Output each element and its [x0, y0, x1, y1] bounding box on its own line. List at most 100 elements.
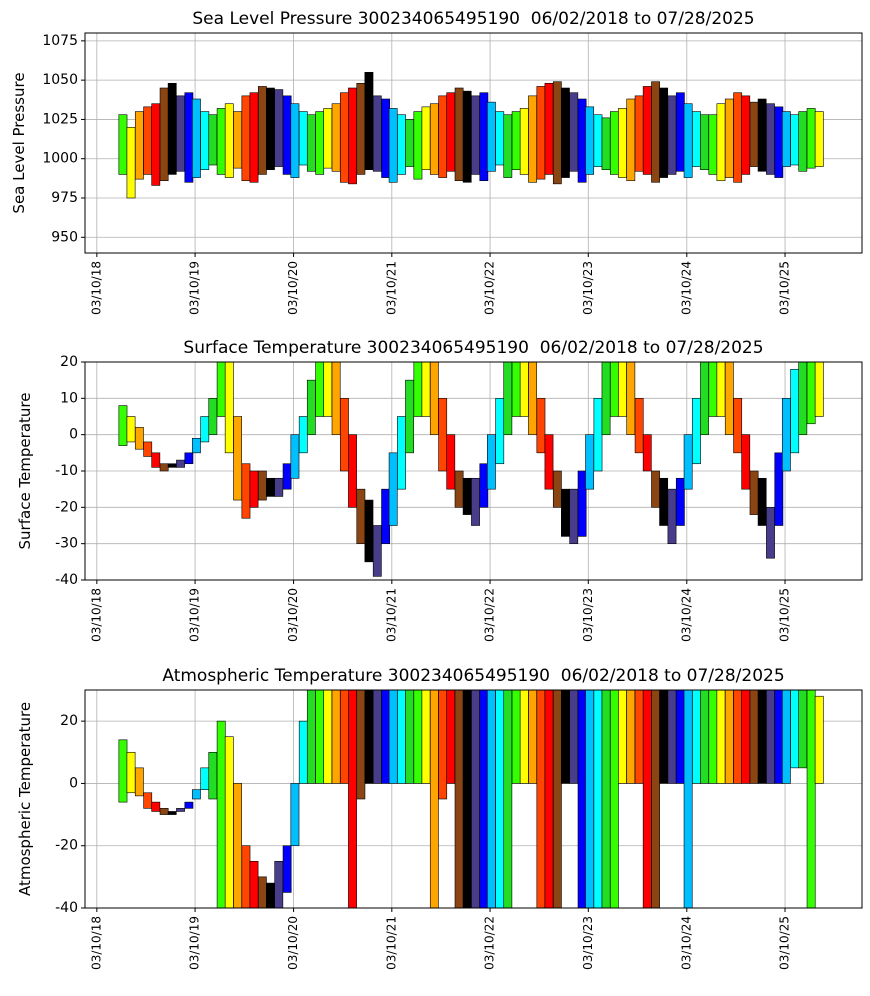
- data-range: [159, 463, 169, 472]
- data-range: [233, 783, 242, 908]
- data-range: [651, 81, 660, 183]
- data-range: [397, 114, 406, 175]
- x-tick-label: 03/10/18: [89, 916, 103, 970]
- y-tick-label: -10: [55, 463, 78, 479]
- data-range: [306, 114, 316, 172]
- data-range: [733, 92, 743, 183]
- data-range: [781, 111, 791, 167]
- data-range: [585, 106, 595, 175]
- data-range: [118, 405, 128, 446]
- data-range: [159, 808, 169, 815]
- data-range: [348, 87, 357, 185]
- data-range: [479, 92, 489, 182]
- x-tick-label: 03/10/24: [679, 261, 693, 315]
- data-range: [167, 811, 177, 815]
- data-range: [462, 477, 472, 515]
- data-range: [634, 690, 644, 784]
- data-range: [544, 82, 554, 175]
- y-tick-label: -30: [55, 536, 78, 552]
- data-range: [429, 690, 439, 908]
- data-range: [618, 362, 627, 417]
- x-tick-label: 03/10/25: [778, 261, 792, 315]
- data-range: [167, 82, 177, 175]
- data-range: [266, 882, 275, 908]
- data-range: [216, 720, 226, 908]
- data-range: [536, 86, 546, 180]
- data-range: [356, 488, 366, 544]
- data-range: [200, 767, 210, 790]
- data-range: [405, 119, 414, 167]
- data-range: [266, 87, 275, 171]
- data-range: [413, 690, 423, 784]
- data-range: [471, 690, 480, 908]
- data-range: [118, 114, 128, 175]
- data-range: [421, 106, 431, 171]
- data-range: [290, 103, 300, 178]
- data-range: [814, 362, 824, 417]
- data-range: [471, 477, 480, 526]
- data-range: [364, 499, 374, 563]
- data-range: [626, 98, 636, 182]
- data-range: [593, 398, 603, 472]
- y-axis-label: Sea Level Pressure: [10, 72, 28, 213]
- y-tick-label: 0: [69, 427, 78, 443]
- data-range: [257, 470, 267, 501]
- data-range: [421, 690, 431, 784]
- x-tick-label: 03/10/20: [286, 261, 300, 315]
- data-range: [683, 103, 693, 178]
- data-range: [733, 398, 743, 454]
- x-tick-label: 03/10/19: [188, 588, 202, 642]
- data-range: [659, 477, 669, 526]
- data-range: [790, 114, 800, 166]
- data-range: [438, 398, 448, 472]
- y-tick-label: -20: [55, 838, 78, 854]
- data-range: [552, 470, 562, 508]
- data-range: [282, 95, 292, 175]
- data-range: [241, 463, 251, 519]
- data-range: [340, 398, 349, 472]
- data-range: [429, 362, 439, 435]
- data-range: [716, 690, 726, 784]
- data-range: [749, 470, 759, 515]
- data-range: [397, 690, 406, 784]
- data-range: [577, 470, 587, 537]
- data-range: [569, 690, 579, 784]
- data-range: [798, 362, 808, 435]
- data-range: [781, 398, 791, 472]
- data-range: [544, 434, 554, 490]
- data-range: [798, 690, 808, 769]
- y-axis-label: Surface Temperature: [16, 393, 34, 550]
- data-range: [692, 398, 701, 465]
- data-range: [208, 114, 218, 166]
- data-range: [511, 111, 521, 171]
- x-tick-label: 03/10/20: [286, 588, 300, 642]
- data-range: [659, 87, 669, 178]
- x-tick-label: 03/10/22: [483, 588, 497, 642]
- data-range: [626, 362, 636, 435]
- data-range: [224, 736, 234, 908]
- data-range: [503, 362, 513, 435]
- plot-frame: [84, 689, 863, 909]
- data-range: [536, 690, 546, 908]
- data-range: [700, 690, 709, 784]
- data-range: [601, 362, 611, 435]
- data-range: [331, 690, 341, 784]
- x-tick-label: 03/10/19: [188, 916, 202, 970]
- data-range: [306, 690, 316, 784]
- data-range: [454, 470, 464, 508]
- data-range: [266, 477, 275, 497]
- data-range: [323, 108, 333, 169]
- data-range: [757, 690, 767, 784]
- y-tick-label: 1050: [42, 72, 78, 88]
- data-range: [462, 90, 472, 183]
- data-range: [413, 111, 423, 180]
- y-tick-label: 20: [60, 713, 78, 729]
- data-range: [257, 86, 267, 175]
- data-range: [454, 690, 464, 908]
- data-range: [577, 98, 587, 183]
- y-tick-label: 975: [51, 190, 78, 206]
- data-range: [806, 690, 816, 908]
- data-range: [421, 362, 431, 417]
- data-range: [372, 525, 382, 577]
- data-range: [528, 362, 537, 435]
